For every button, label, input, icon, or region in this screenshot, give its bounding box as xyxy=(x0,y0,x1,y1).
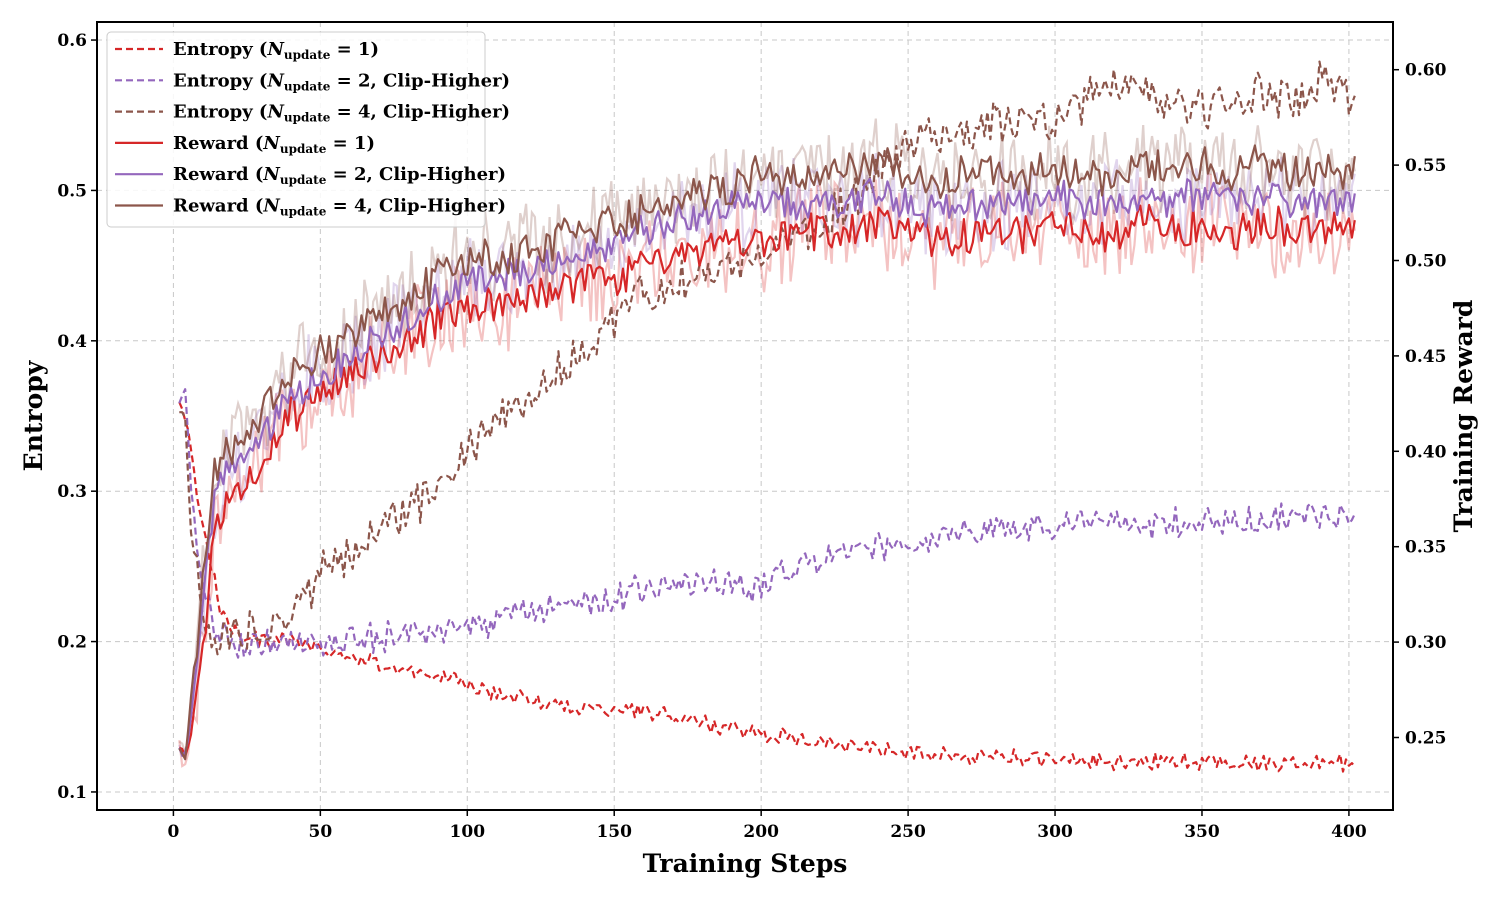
x-tick-label-3: 150 xyxy=(596,822,632,842)
y-axis-left-title: Entropy xyxy=(19,359,48,471)
y-axis-left-ticks: 0.1 0.2 0.3 0.4 0.5 0.6 xyxy=(57,31,97,803)
y-right-tick-label-6: 0.55 xyxy=(1405,156,1446,176)
y-left-tick-label-2: 0.3 xyxy=(57,482,87,502)
y-left-tick-label-5: 0.6 xyxy=(57,31,87,51)
legend-label-3: Reward (Nupdate = 1) xyxy=(173,133,375,156)
series-line-5 xyxy=(178,144,1356,761)
legend-label-5: Reward (Nupdate = 4, Clip-Higher) xyxy=(173,196,506,219)
x-tick-label-4: 200 xyxy=(743,822,779,842)
x-tick-label-7: 350 xyxy=(1184,822,1220,842)
y-left-tick-label-1: 0.2 xyxy=(57,633,87,653)
x-tick-label-2: 100 xyxy=(450,822,486,842)
band-series-3 xyxy=(178,171,1356,768)
series-line-0 xyxy=(178,401,1356,773)
legend-label-1: Entropy (Nupdate = 2, Clip-Higher) xyxy=(173,70,510,93)
y-left-tick-label-4: 0.5 xyxy=(57,181,87,201)
x-tick-label-8: 400 xyxy=(1331,822,1367,842)
series-line-3 xyxy=(178,203,1356,758)
series-line-2 xyxy=(179,60,1356,656)
x-tick-label-0: 0 xyxy=(167,822,179,842)
series-lines xyxy=(178,60,1356,773)
y-axis-right-ticks: 0.25 0.30 0.35 0.40 0.45 0.50 0.55 0.60 xyxy=(1393,61,1447,748)
y-right-tick-label-7: 0.60 xyxy=(1405,61,1447,81)
y-axis-right-title: Training Reward xyxy=(1449,300,1478,533)
y-right-tick-label-5: 0.50 xyxy=(1405,251,1447,271)
y-left-tick-label-3: 0.4 xyxy=(57,332,87,352)
series-line-4 xyxy=(178,177,1356,757)
x-axis-ticks: 0 50 100 150 200 250 300 350 400 xyxy=(167,810,1367,842)
y-right-tick-label-0: 0.25 xyxy=(1405,728,1446,748)
legend-label-0: Entropy (Nupdate = 1) xyxy=(173,39,379,62)
series-line-1 xyxy=(178,388,1356,659)
y-left-tick-label-0: 0.1 xyxy=(57,783,87,803)
legend-label-4: Reward (Nupdate = 2, Clip-Higher) xyxy=(173,164,506,187)
x-tick-label-5: 250 xyxy=(890,822,926,842)
y-right-tick-label-2: 0.35 xyxy=(1405,538,1446,558)
x-tick-label-6: 300 xyxy=(1037,822,1073,842)
legend-label-2: Entropy (Nupdate = 4, Clip-Higher) xyxy=(173,102,510,125)
x-axis-title: Training Steps xyxy=(643,849,848,878)
band-series-4 xyxy=(178,153,1356,757)
x-tick-label-1: 50 xyxy=(309,822,333,842)
y-right-tick-label-1: 0.30 xyxy=(1405,633,1447,653)
legend: Entropy (Nupdate = 1) Entropy (Nupdate = … xyxy=(106,31,510,228)
legend-box xyxy=(106,31,486,228)
y-right-tick-label-3: 0.40 xyxy=(1405,442,1447,462)
plot-frame xyxy=(96,21,1394,811)
y-right-tick-label-4: 0.45 xyxy=(1405,347,1446,367)
